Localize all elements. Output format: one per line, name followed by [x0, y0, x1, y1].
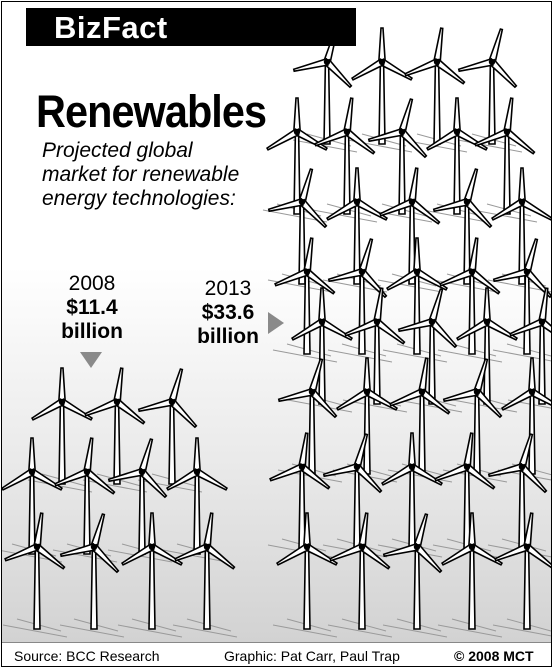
wind-turbine-icon — [267, 432, 333, 558]
wind-turbine-icon — [272, 237, 338, 363]
wind-turbine-icon — [59, 513, 125, 638]
wind-turbine-icon — [437, 237, 503, 363]
unit-2013: billion — [197, 325, 259, 348]
graphic-credit: Graphic: Pat Carr, Paul Trap — [224, 648, 400, 664]
wind-turbine-icon — [277, 358, 343, 483]
wind-turbine-icon — [497, 357, 551, 481]
turbine-pictogram-area — [2, 27, 551, 638]
unit-2008: billion — [61, 320, 123, 343]
wind-turbine-icon — [312, 97, 378, 223]
wind-turbine-icon — [27, 367, 94, 493]
wind-turbine-icon — [382, 513, 448, 638]
wind-turbine-icon — [332, 357, 399, 483]
label-2013: 2013 $33.6 billion — [190, 277, 266, 349]
wind-turbine-icon — [322, 167, 389, 293]
wind-turbine-icon — [137, 368, 203, 493]
wind-turbine-icon — [377, 167, 443, 293]
wind-turbine-icon — [397, 288, 463, 413]
year-2008: 2008 — [68, 272, 116, 295]
header-banner: BizFact — [26, 8, 356, 46]
copyright: © 2008 MCT — [454, 648, 534, 664]
wind-turbine-icon — [437, 512, 504, 638]
wind-turbine-icon — [2, 437, 64, 563]
wind-turbine-icon — [327, 512, 393, 638]
triangle-down-icon — [80, 352, 102, 368]
wind-turbine-icon — [387, 357, 453, 483]
source-credit: Source: BCC Research — [14, 648, 160, 664]
wind-turbine-icon — [287, 287, 354, 413]
wind-turbine-icon — [107, 438, 173, 563]
year-2013: 2013 — [204, 277, 252, 300]
wind-turbine-icon — [2, 512, 68, 638]
wind-turbine-icon — [432, 432, 498, 558]
amount-2013: $33.6 — [201, 301, 255, 324]
wind-turbine-icon — [377, 432, 444, 558]
page-title: Renewables — [36, 86, 267, 137]
wind-turbine-icon — [507, 287, 551, 409]
wind-turbine-icon — [487, 167, 551, 293]
wind-turbine-icon — [487, 433, 551, 558]
triangle-right-icon — [268, 312, 284, 334]
wind-turbine-icon — [457, 28, 523, 153]
wind-turbine-icon — [162, 437, 229, 563]
wind-turbine-icon — [272, 512, 339, 638]
footer-credits: Source: BCC Research Graphic: Pat Carr, … — [2, 642, 551, 666]
subtitle: Projected global market for renewable en… — [42, 139, 240, 210]
wind-turbine-icon — [347, 27, 414, 153]
wind-turbine-icon — [492, 512, 551, 637]
wind-turbine-icon — [367, 98, 433, 223]
wind-turbine-icon — [322, 433, 388, 558]
label-2008: 2008 $11.4 billion — [52, 272, 132, 344]
amount-2008: $11.4 — [66, 296, 118, 319]
brand-label: BizFact — [54, 10, 168, 45]
wind-turbine-icon — [382, 237, 449, 363]
wind-turbine-icon — [172, 512, 238, 638]
wind-turbine-icon — [432, 168, 498, 293]
wind-turbine-icon — [472, 97, 538, 223]
wind-turbine-icon — [442, 358, 508, 483]
wind-turbine-icon — [117, 512, 184, 638]
